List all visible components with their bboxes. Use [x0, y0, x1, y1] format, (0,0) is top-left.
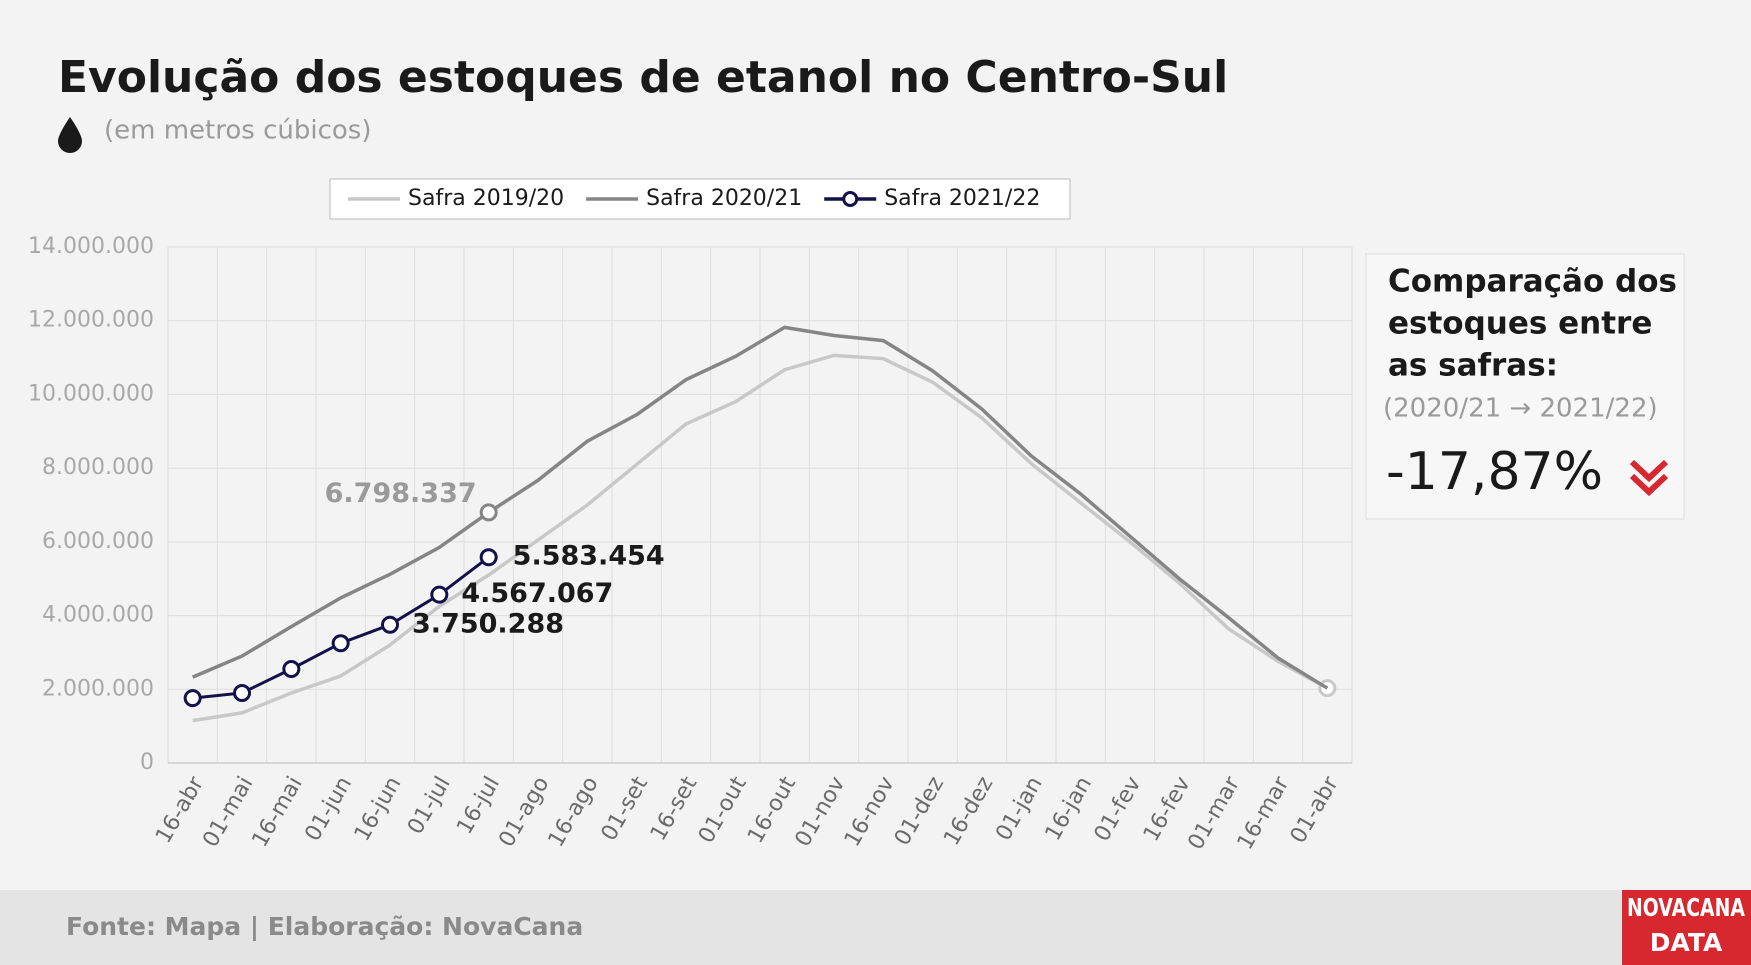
data-label: 6.798.337 — [325, 478, 477, 509]
data-label: 5.583.454 — [513, 541, 665, 572]
legend-label: Safra 2021/22 — [884, 186, 1040, 211]
marker — [479, 548, 498, 567]
logo-text: DATA — [1650, 928, 1723, 957]
marker — [183, 689, 202, 708]
legend-box — [329, 178, 1071, 220]
down-icon — [1629, 459, 1669, 497]
marker — [381, 615, 399, 634]
chart-title: Evolução dos estoques de etanol no Centr… — [58, 52, 1228, 103]
series-line — [192, 353, 1329, 723]
panel-title: as safras: — [1388, 348, 1558, 384]
panel — [1365, 253, 1685, 520]
y-tick-label: 14.000.000 — [28, 234, 154, 259]
legend-label: Safra 2019/20 — [408, 186, 564, 211]
series-line — [191, 325, 1329, 690]
panel-value: -17,87% — [1386, 442, 1603, 502]
data-label: 3.750.288 — [412, 608, 564, 639]
legend: Safra 2019/20 Safra 2020/21 Safra 2021/22 — [348, 186, 1040, 211]
marker — [479, 503, 498, 522]
panel-subtitle: (2020/21 → 2021/22) — [1383, 394, 1658, 424]
y-tick-label: 2.000.000 — [42, 676, 154, 701]
marker — [430, 585, 449, 604]
footer — [0, 890, 1751, 965]
y-tick-label: 0 — [140, 750, 154, 775]
y-tick-label: 6.000.000 — [42, 529, 154, 554]
marker — [233, 683, 251, 702]
source: Fonte: Mapa | Elaboração: NovaCana — [66, 912, 583, 941]
logo — [1622, 890, 1751, 965]
data-label: 4.567.067 — [461, 578, 613, 609]
marker — [282, 660, 301, 679]
panel-title: Comparação dos — [1388, 264, 1677, 300]
panel-title: estoques entre — [1388, 306, 1652, 342]
y-tick-label: 10.000.000 — [28, 381, 154, 406]
legend-label: Safra 2020/21 — [646, 186, 802, 211]
y-tick-label: 12.000.000 — [28, 308, 154, 333]
y-tick-label: 4.000.000 — [42, 603, 154, 628]
y-tick-label: 8.000.000 — [42, 455, 154, 480]
marker — [331, 634, 350, 653]
logo-text: NOVACANA — [1627, 893, 1745, 922]
legend-marker — [842, 191, 859, 207]
drop-icon — [58, 117, 82, 153]
chart-subtitle: (em metros cúbicos) — [104, 116, 371, 146]
